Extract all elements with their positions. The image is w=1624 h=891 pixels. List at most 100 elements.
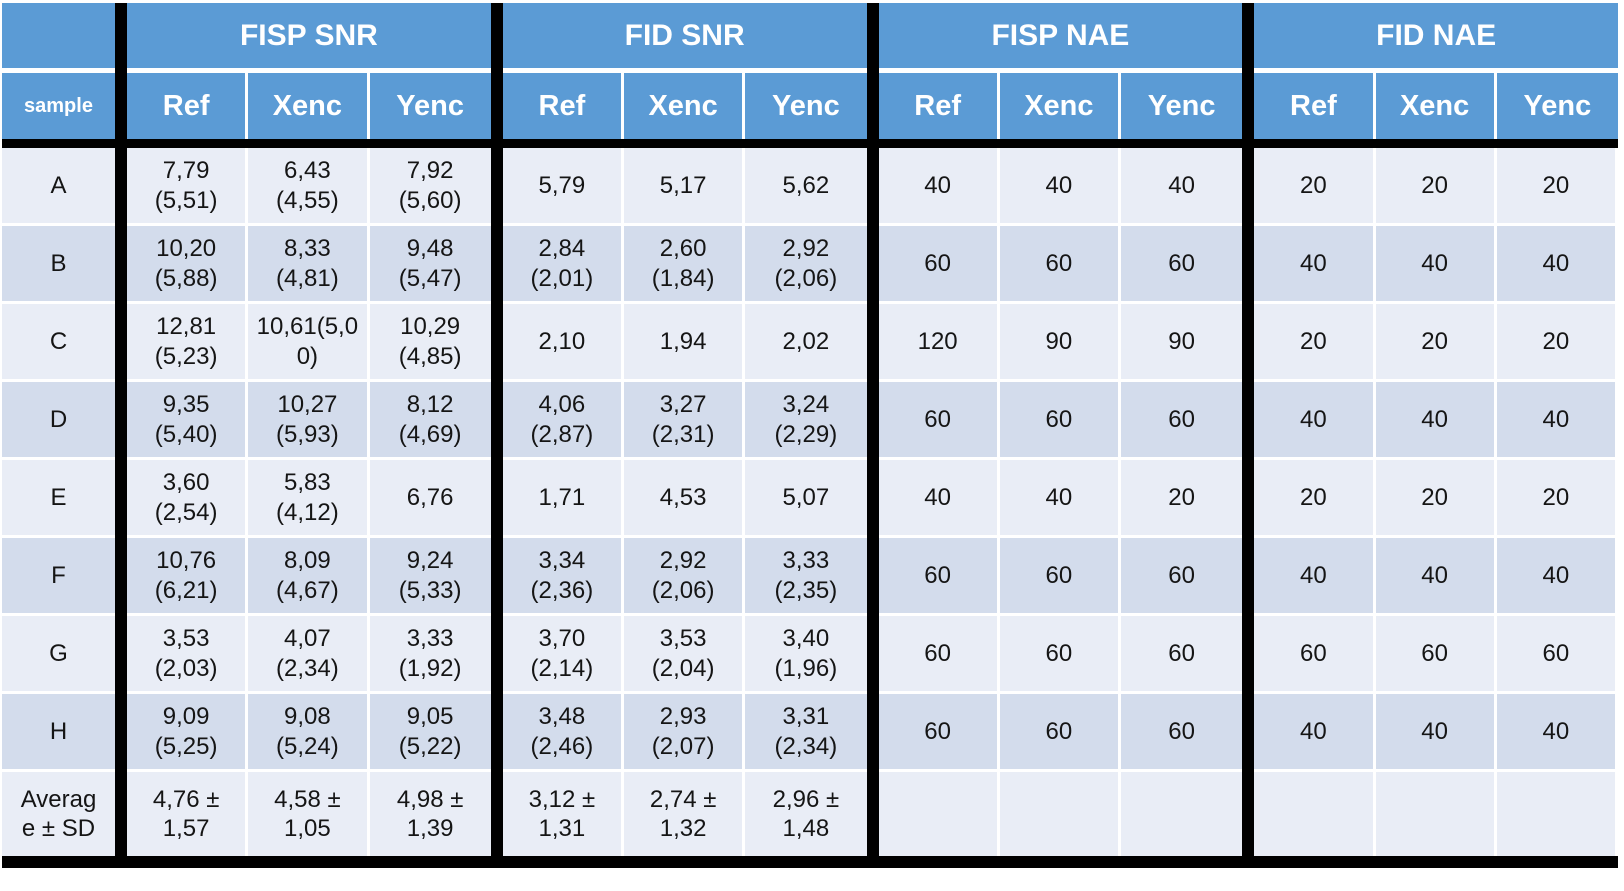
data-cell: 40 [1254, 226, 1376, 304]
data-cell: 60 [999, 382, 1121, 460]
bottom-border-bar [2, 856, 1618, 868]
data-cell: 4,58 ± 1,05 [248, 772, 370, 856]
sample-cell: G [2, 616, 115, 694]
vertical-divider [866, 694, 879, 772]
data-cell: 4,06 (2,87) [502, 382, 624, 460]
vertical-divider [490, 460, 503, 538]
vertical-divider [490, 73, 503, 139]
data-cell: 10,27 (5,93) [248, 382, 370, 460]
table-row: E 3,60 (2,54) 5,83 (4,12) 6,76 1,71 4,53 5,07 4… [2, 460, 1618, 538]
data-cell: 4,07 (2,34) [248, 616, 370, 694]
data-cell: 4,98 ± 1,39 [369, 772, 491, 856]
data-cell: 7,79 (5,51) [127, 148, 249, 226]
data-cell: 60 [999, 538, 1121, 616]
vertical-divider [490, 538, 503, 616]
data-cell: 20 [1496, 304, 1618, 382]
data-cell: 40 [1496, 382, 1618, 460]
vertical-divider [490, 148, 503, 226]
data-cell: 5,07 [745, 460, 867, 538]
vertical-divider [490, 3, 503, 73]
data-cell: 6,76 [369, 460, 491, 538]
sub-header-ref: Ref [502, 73, 624, 139]
vertical-divider [866, 73, 879, 139]
vertical-divider [115, 226, 127, 304]
data-cell: 40 [1375, 694, 1497, 772]
vertical-divider [115, 304, 127, 382]
table-row: F 10,76 (6,21) 8,09 (4,67) 9,24 (5,33) 3,34 … [2, 538, 1618, 616]
data-cell: 90 [999, 304, 1121, 382]
sample-column-header: sample [2, 73, 115, 139]
vertical-divider [490, 382, 503, 460]
data-cell: 40 [1496, 694, 1618, 772]
horizontal-divider [2, 139, 1618, 148]
vertical-divider [1242, 382, 1255, 460]
vertical-divider [866, 460, 879, 538]
data-cell: 2,92 (2,06) [745, 226, 867, 304]
sub-header-xenc: Xenc [624, 73, 746, 139]
sub-header-yenc: Yenc [369, 73, 491, 139]
vertical-divider [115, 148, 127, 226]
data-cell: 40 [999, 460, 1121, 538]
data-cell: 2,92 (2,06) [624, 538, 746, 616]
group-header-fisp-nae: FISP NAE [878, 3, 1243, 73]
data-cell: 9,24 (5,33) [369, 538, 491, 616]
data-cell: 40 [1496, 538, 1618, 616]
table-body: A 7,79 (5,51) 6,43 (4,55) 7,92 (5,60) 5,79 5,… [2, 148, 1618, 856]
data-cell: 20 [1254, 148, 1376, 226]
data-cell: 60 [878, 694, 1000, 772]
sample-cell: E [2, 460, 115, 538]
vertical-divider [866, 382, 879, 460]
data-cell: 3,40 (1,96) [745, 616, 867, 694]
table-row: H 9,09 (5,25) 9,08 (5,24) 9,05 (5,22) 3,48 (… [2, 694, 1618, 772]
vertical-divider [866, 772, 879, 856]
sub-header-yenc: Yenc [1121, 73, 1243, 139]
data-cell [1496, 772, 1618, 856]
data-cell: 1,71 [502, 460, 624, 538]
data-cell: 5,62 [745, 148, 867, 226]
sample-cell: D [2, 382, 115, 460]
sub-header-row: sample Ref Xenc Yenc Ref Xenc Yenc Ref X… [2, 73, 1618, 139]
data-cell: 20 [1496, 148, 1618, 226]
vertical-divider [1242, 226, 1255, 304]
data-cell: 20 [1496, 460, 1618, 538]
vertical-divider [115, 616, 127, 694]
vertical-divider [1242, 304, 1255, 382]
data-cell: 4,76 ± 1,57 [127, 772, 249, 856]
data-cell: 10,29 (4,85) [369, 304, 491, 382]
sample-cell: F [2, 538, 115, 616]
vertical-divider [115, 3, 127, 73]
data-cell: 3,12 ± 1,31 [502, 772, 624, 856]
data-cell: 8,12 (4,69) [369, 382, 491, 460]
data-cell: 1,94 [624, 304, 746, 382]
group-header-row: FISP SNR FID SNR FISP NAE FID NAE [2, 3, 1618, 73]
sub-header-xenc: Xenc [1375, 73, 1497, 139]
vertical-divider [1242, 694, 1255, 772]
sub-header-xenc: Xenc [248, 73, 370, 139]
data-cell: 2,93 (2,07) [624, 694, 746, 772]
data-cell: 60 [878, 226, 1000, 304]
data-cell: 3,31 (2,34) [745, 694, 867, 772]
group-header-fid-nae: FID NAE [1254, 3, 1618, 73]
corner-cell [2, 3, 115, 73]
vertical-divider [490, 616, 503, 694]
data-cell: 10,76 (6,21) [127, 538, 249, 616]
vertical-divider [1242, 148, 1255, 226]
horizontal-divider-bar [2, 139, 1618, 148]
data-cell: 40 [878, 148, 1000, 226]
data-cell: 3,33 (1,92) [369, 616, 491, 694]
data-cell [1375, 772, 1497, 856]
data-cell [1121, 772, 1243, 856]
sample-cell: Averag e ± SD [2, 772, 115, 856]
data-cell: 2,74 ± 1,32 [624, 772, 746, 856]
vertical-divider [1242, 3, 1255, 73]
data-cell: 3,48 (2,46) [502, 694, 624, 772]
data-cell: 60 [1121, 538, 1243, 616]
data-cell: 10,20 (5,88) [127, 226, 249, 304]
results-table: FISP SNR FID SNR FISP NAE FID NAE sample… [2, 3, 1618, 868]
data-cell: 8,33 (4,81) [248, 226, 370, 304]
data-cell: 9,35 (5,40) [127, 382, 249, 460]
data-cell: 3,70 (2,14) [502, 616, 624, 694]
vertical-divider [115, 460, 127, 538]
data-cell: 3,60 (2,54) [127, 460, 249, 538]
sample-cell: C [2, 304, 115, 382]
